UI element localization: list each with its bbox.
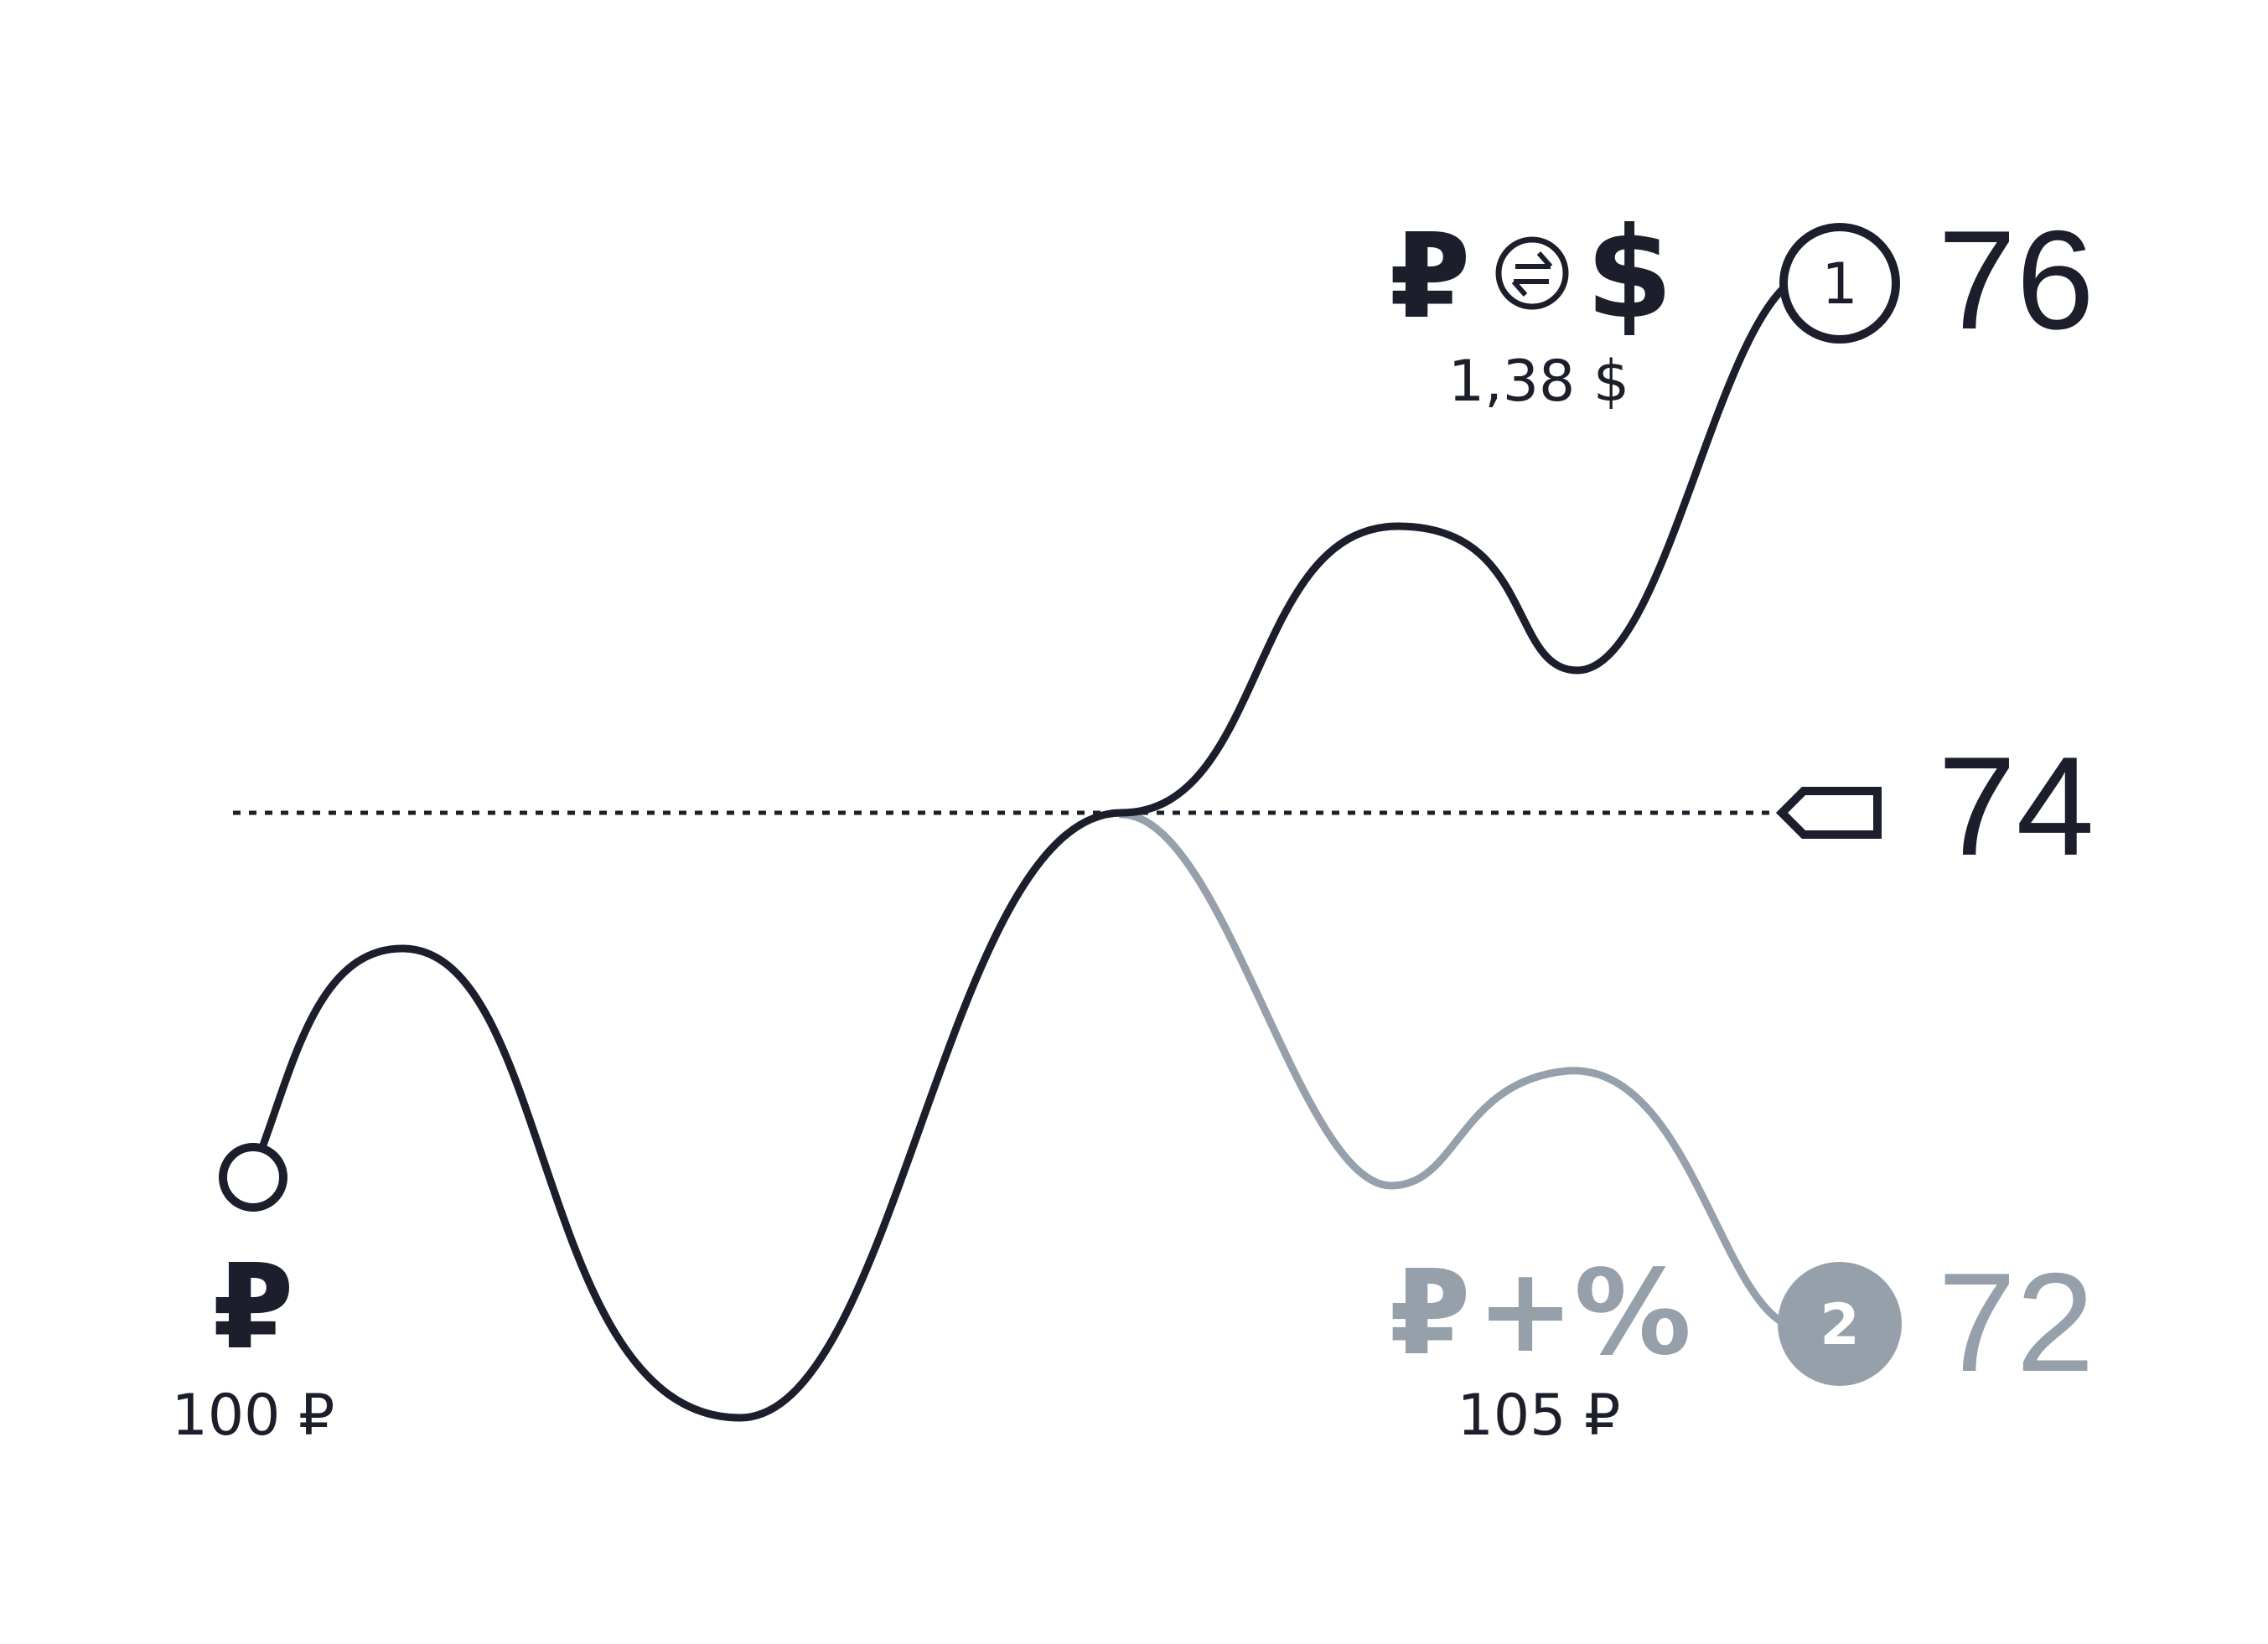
option-1-number: 1: [1821, 251, 1857, 318]
deposit-percent-sign: %: [1574, 1245, 1691, 1382]
option-2-number: 2: [1820, 1292, 1859, 1358]
start-amount-label: 100 ₽: [172, 1383, 335, 1449]
exchange-from-currency-symbol: ₽: [1389, 209, 1470, 345]
start-point-marker: [219, 1143, 287, 1212]
currency-exchange-icon: [1495, 236, 1569, 310]
deposit-amount-label: 105 ₽: [1458, 1383, 1621, 1449]
rate-74-label: 74: [1938, 727, 2095, 885]
option-2-marker: [1778, 1262, 1902, 1386]
start-currency-symbol: ₽: [212, 1239, 293, 1376]
tag-icon: [1775, 787, 1882, 839]
option-1-marker: [1779, 223, 1900, 344]
exchange-to-currency-symbol: $: [1586, 201, 1673, 347]
exchange-amount-label: 1,38 $: [1448, 349, 1629, 415]
deposit-rate-curve: [1117, 810, 1789, 1328]
rate-76-label: 76: [1938, 201, 2095, 359]
exchange-rate-curve: [257, 284, 1788, 1422]
rate-72-label: 72: [1938, 1243, 2095, 1401]
deposit-currency-symbol: ₽: [1389, 1245, 1470, 1382]
deposit-plus-sign: +: [1476, 1243, 1574, 1379]
